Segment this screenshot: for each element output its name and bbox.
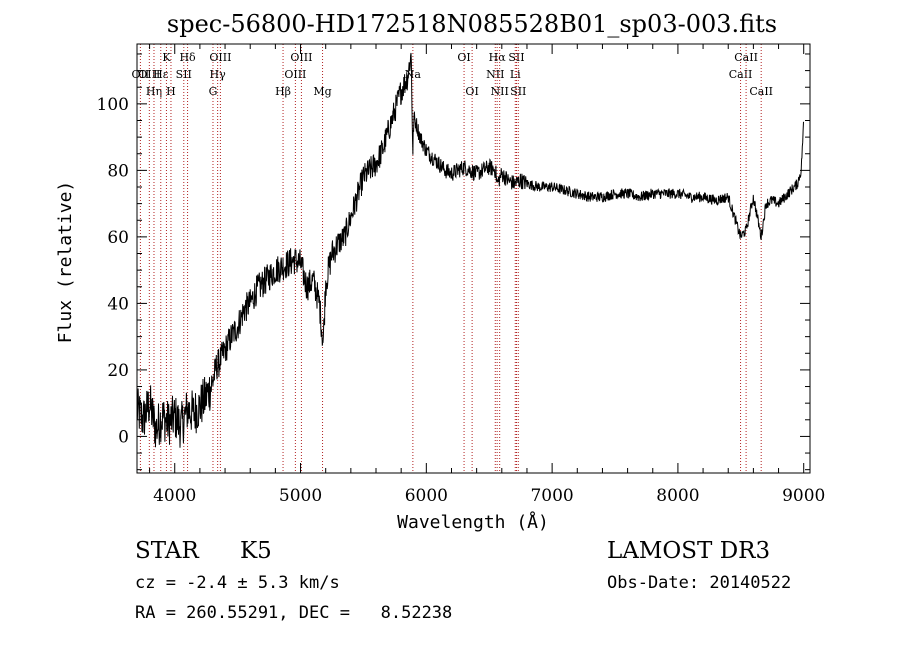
y-axis-label: Flux (relative) [55,181,76,344]
line-label: NII [491,85,509,98]
line-label: Li [510,68,521,81]
survey-name: LAMOST DR3 [607,538,771,564]
line-label: CaII [729,68,753,81]
line-label: NII [486,68,504,81]
x-tick-label: 5000 [279,486,322,506]
x-tick-label: 4000 [153,486,196,506]
x-tick-label: 6000 [405,486,448,506]
line-label: OIII [290,51,312,64]
line-label: SII [176,68,192,81]
chart-title: spec-56800-HD172518N085528B01_sp03-003.f… [167,10,777,38]
line-label: Hη [146,85,162,98]
y-tick-label: 20 [107,361,129,381]
spectrum-line [136,52,804,448]
line-label: OI [465,85,478,98]
line-label: G [209,85,218,98]
line-label: K [162,51,171,64]
obs-date-text: Obs-Date: 20140522 [607,573,792,593]
line-label: Hε [153,68,169,81]
object-class: STAR [135,538,199,564]
line-label: Hα [489,51,507,64]
line-label: Hβ [275,85,291,98]
y-tick-label: 100 [97,95,129,115]
line-label: CaII [749,85,773,98]
line-label: SII [510,85,526,98]
redshift-text: cz = -2.4 ± 5.3 km/s [135,573,340,593]
object-subclass: K5 [240,538,272,564]
y-axis: 0 20 40 60 80 100 [97,53,810,471]
x-axis: 4000 5000 6000 7000 8000 9000 [149,44,825,506]
line-label: Hδ [179,51,196,64]
y-tick-label: 80 [107,161,129,181]
line-label: OI [457,51,470,64]
x-tick-label: 9000 [782,486,825,506]
line-label: H [166,85,176,98]
y-tick-label: 0 [118,427,129,447]
x-tick-label: 7000 [530,486,573,506]
coordinates-text: RA = 260.55291, DEC = 8.52238 [135,603,453,623]
plot-frame [136,43,811,474]
line-label: Hγ [210,68,227,81]
line-annotations: OIIOIIIHηHεKHSIIHδGHγOIIIHβOIIIOIIIMgNaO… [132,44,773,473]
line-label: Mg [313,85,331,98]
y-tick-label: 40 [107,294,129,314]
y-tick-label: 60 [107,228,129,248]
x-tick-label: 8000 [656,486,699,506]
x-axis-label: Wavelength (Å) [397,511,549,533]
line-label: CaII [734,51,758,64]
line-label: SII [508,51,524,64]
line-label: OIII [209,51,231,64]
line-label: OII [132,68,150,81]
line-label: OIII [284,68,306,81]
line-label: OIII [138,68,160,81]
